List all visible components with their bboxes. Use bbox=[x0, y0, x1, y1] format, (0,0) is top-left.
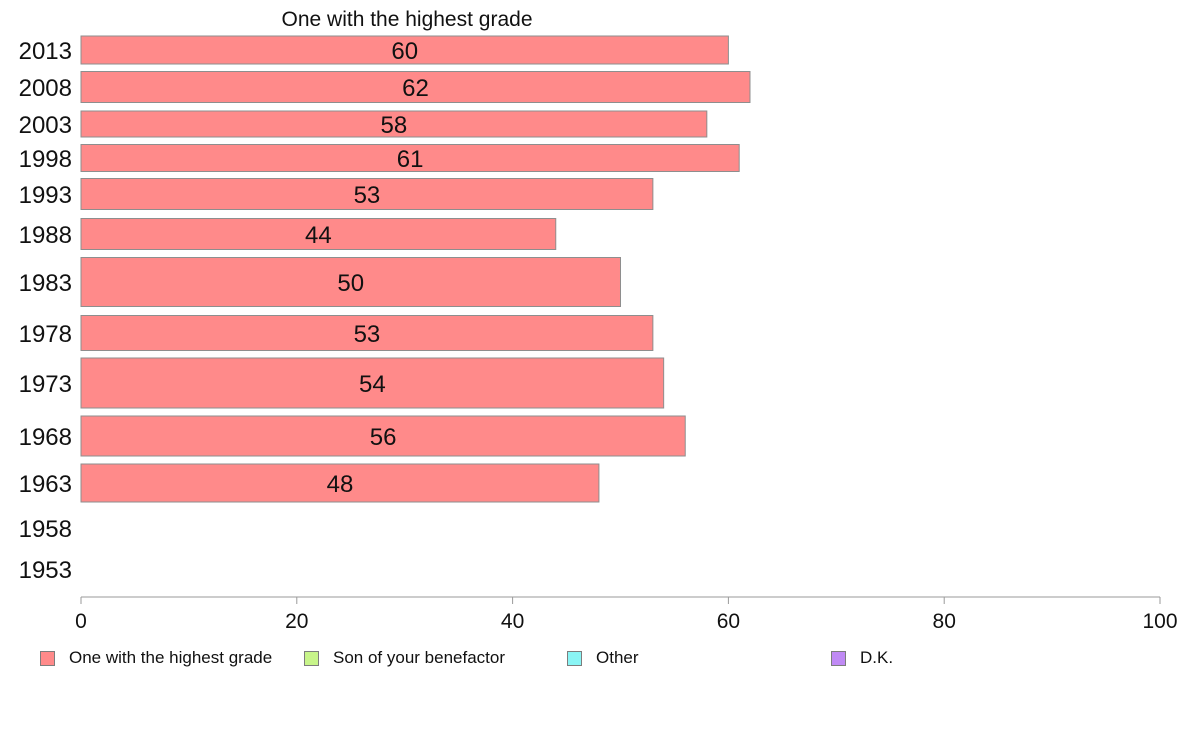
legend-label: D.K. bbox=[860, 648, 894, 667]
x-tick-label: 60 bbox=[717, 610, 740, 633]
y-tick-label: 1953 bbox=[19, 557, 72, 584]
legend-swatch bbox=[567, 650, 582, 666]
data-label: 44 bbox=[305, 222, 332, 249]
y-tick-label: 2008 bbox=[19, 75, 72, 102]
legend-label: Other bbox=[596, 648, 639, 667]
data-label: 56 bbox=[370, 424, 397, 451]
bar-chart: One with the highest grade 2013 2008 2003 19… bbox=[19, 8, 1178, 633]
data-label: 48 bbox=[327, 471, 354, 498]
y-tick-label: 2013 bbox=[19, 38, 72, 65]
data-label: 53 bbox=[354, 321, 381, 348]
y-tick-label: 1973 bbox=[19, 371, 72, 398]
y-tick-label: 1963 bbox=[19, 471, 72, 498]
y-tick-label: 1958 bbox=[19, 516, 72, 543]
bar bbox=[80, 463, 600, 503]
y-tick-label: 2003 bbox=[19, 112, 72, 139]
legend-item-highest-grade: One with the highest grade bbox=[40, 648, 272, 668]
bar bbox=[80, 415, 686, 457]
data-label: 61 bbox=[397, 146, 424, 173]
x-tick-label: 80 bbox=[933, 610, 956, 633]
bar bbox=[80, 35, 729, 65]
y-tick-label: 1988 bbox=[19, 222, 72, 249]
legend-label: Son of your benefactor bbox=[333, 648, 506, 667]
legend-item-other: Other bbox=[567, 648, 639, 668]
data-label: 58 bbox=[381, 112, 408, 139]
x-tick-label: 100 bbox=[1142, 610, 1177, 633]
bar bbox=[80, 71, 751, 103]
bar bbox=[80, 178, 654, 210]
legend: One with the highest grade Son of your b… bbox=[0, 648, 1188, 672]
legend-swatch bbox=[831, 650, 846, 666]
y-tick-label: 1993 bbox=[19, 182, 72, 209]
legend-label: One with the highest grade bbox=[69, 648, 273, 667]
y-tick-label: 1983 bbox=[19, 270, 72, 297]
x-tick-label: 0 bbox=[75, 610, 87, 633]
bar bbox=[80, 110, 708, 138]
y-tick-label: 1978 bbox=[19, 321, 72, 348]
legend-swatch bbox=[304, 650, 319, 666]
data-label: 54 bbox=[359, 371, 386, 398]
chart-title: One with the highest grade bbox=[282, 8, 533, 31]
data-label: 60 bbox=[391, 38, 418, 65]
y-tick-label: 1968 bbox=[19, 424, 72, 451]
bar bbox=[80, 357, 665, 409]
bar bbox=[80, 257, 621, 307]
legend-item-dk: D.K. bbox=[831, 648, 893, 668]
legend-swatch bbox=[40, 650, 55, 666]
legend-item-son-of-benefactor: Son of your benefactor bbox=[304, 648, 505, 668]
x-tick-label: 20 bbox=[285, 610, 308, 633]
bar bbox=[80, 315, 654, 351]
bar bbox=[80, 144, 740, 172]
bar bbox=[80, 218, 557, 250]
data-label: 53 bbox=[354, 182, 381, 209]
data-label: 62 bbox=[402, 75, 429, 102]
y-tick-label: 1998 bbox=[19, 146, 72, 173]
data-label: 50 bbox=[337, 270, 364, 297]
x-tick-label: 40 bbox=[501, 610, 524, 633]
